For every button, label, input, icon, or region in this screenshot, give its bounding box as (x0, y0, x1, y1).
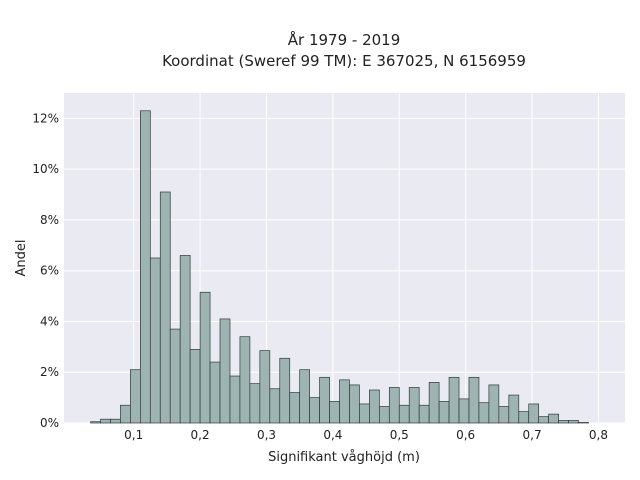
histogram-bar (120, 404, 131, 424)
histogram-bar (179, 255, 191, 424)
histogram-bar (498, 406, 510, 424)
histogram-bar (299, 369, 310, 424)
histogram-bar (398, 404, 410, 424)
histogram-bar (219, 318, 231, 424)
x-tick-label: 0,3 (257, 428, 276, 442)
histogram-bar (189, 349, 201, 424)
histogram-bar (229, 375, 241, 424)
histogram-bar (149, 257, 161, 424)
x-tick-labels: 0,1 0,2 0,3 0,4 0,5 0,6 0,7 0,8 (124, 428, 608, 442)
histogram-bar (408, 387, 420, 424)
histogram-bar (438, 401, 450, 424)
histogram-bar (558, 420, 569, 424)
y-tick-label: 10% (32, 162, 59, 176)
histogram-bar (289, 392, 301, 424)
histogram-bar (159, 191, 171, 424)
histogram-bar (209, 361, 221, 424)
histogram-bar (100, 418, 111, 424)
histogram-bar (130, 369, 141, 424)
chart-title-line-1: År 1979 - 2019 (288, 30, 401, 49)
histogram-bar (448, 376, 460, 424)
histogram-bar (488, 384, 500, 424)
histogram-bar (369, 389, 380, 424)
y-tick-label: 8% (40, 213, 59, 227)
histogram-bar (249, 383, 261, 424)
y-tick-label: 4% (40, 314, 59, 328)
chart-title-line-2: Koordinat (Sweref 99 TM): E 367025, N 61… (162, 52, 526, 70)
histogram-bar (359, 403, 370, 424)
y-tick-label: 0% (40, 416, 59, 430)
histogram-bars (90, 110, 589, 424)
y-tick-label: 2% (40, 365, 59, 379)
histogram-bar (388, 387, 400, 424)
y-tick-label: 12% (32, 111, 59, 125)
histogram-bar (468, 376, 480, 424)
histogram-bar (269, 388, 281, 424)
x-tick-label: 0,5 (390, 428, 409, 442)
histogram-bar (538, 416, 550, 424)
histogram-bar (199, 291, 211, 424)
histogram-bar (568, 420, 579, 424)
histogram-bar (379, 406, 390, 424)
histogram-bar (478, 402, 490, 424)
x-tick-label: 0,7 (523, 428, 542, 442)
histogram-bar (259, 350, 271, 424)
histogram-bar (349, 384, 360, 424)
histogram-bar (110, 418, 121, 424)
x-tick-label: 0,1 (124, 428, 143, 442)
histogram-bar (169, 328, 181, 424)
histogram-bar (239, 336, 251, 424)
y-tick-labels: 0% 2% 4% 6% 8% 10% 12% (32, 111, 59, 430)
histogram-bar (528, 403, 540, 424)
histogram-bar (279, 357, 291, 424)
x-axis-label: Signifikant våghöjd (m) (268, 450, 420, 465)
y-axis-label: Andel (14, 240, 29, 277)
histogram-bar (339, 379, 350, 424)
histogram-bar (508, 394, 520, 424)
x-tick-label: 0,6 (456, 428, 475, 442)
histogram-bar (309, 397, 320, 424)
histogram-bar (428, 382, 440, 424)
histogram-bar (578, 422, 589, 424)
histogram-bar (329, 401, 340, 424)
histogram-bar (418, 404, 430, 424)
histogram-bar (548, 413, 559, 424)
histogram-bar (518, 411, 530, 424)
histogram-bar (90, 421, 101, 424)
x-tick-label: 0,4 (323, 428, 342, 442)
y-tick-label: 6% (40, 264, 59, 278)
histogram-bar (458, 398, 470, 424)
histogram-bar (319, 376, 330, 424)
histogram-bar (139, 110, 151, 424)
x-tick-label: 0,2 (191, 428, 210, 442)
x-tick-label: 0,8 (589, 428, 608, 442)
